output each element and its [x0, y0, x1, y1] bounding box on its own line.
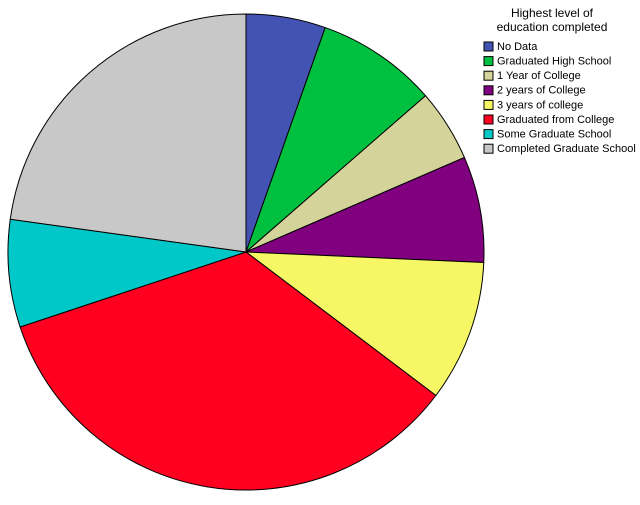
legend-label: 2 years of College — [497, 85, 586, 97]
legend-label: No Data — [497, 41, 538, 53]
pie-slice — [244, 251, 485, 397]
legend-label: 1 Year of College — [497, 70, 581, 82]
legend-label: Graduated High School — [497, 56, 611, 68]
legend-label: Completed Graduate School — [497, 143, 636, 155]
pie-slice — [9, 13, 247, 253]
legend-swatch — [483, 56, 494, 67]
legend-swatch — [483, 143, 494, 154]
pie-slice — [244, 26, 427, 254]
legend-swatch — [483, 41, 494, 52]
legend-swatch — [483, 114, 494, 125]
legend-swatch — [483, 129, 494, 140]
pie-slice — [245, 156, 485, 263]
legend-swatch — [483, 85, 494, 96]
pie-slice — [7, 218, 247, 328]
legend-title: Highest level of education completed — [496, 6, 608, 34]
legend-label: 3 years of college — [497, 99, 583, 111]
pie-slice — [19, 251, 437, 491]
legend-swatch — [483, 99, 494, 110]
legend-label: Some Graduate School — [497, 129, 611, 141]
legend-label: Graduated from College — [497, 114, 614, 126]
legend-swatch — [483, 70, 494, 81]
